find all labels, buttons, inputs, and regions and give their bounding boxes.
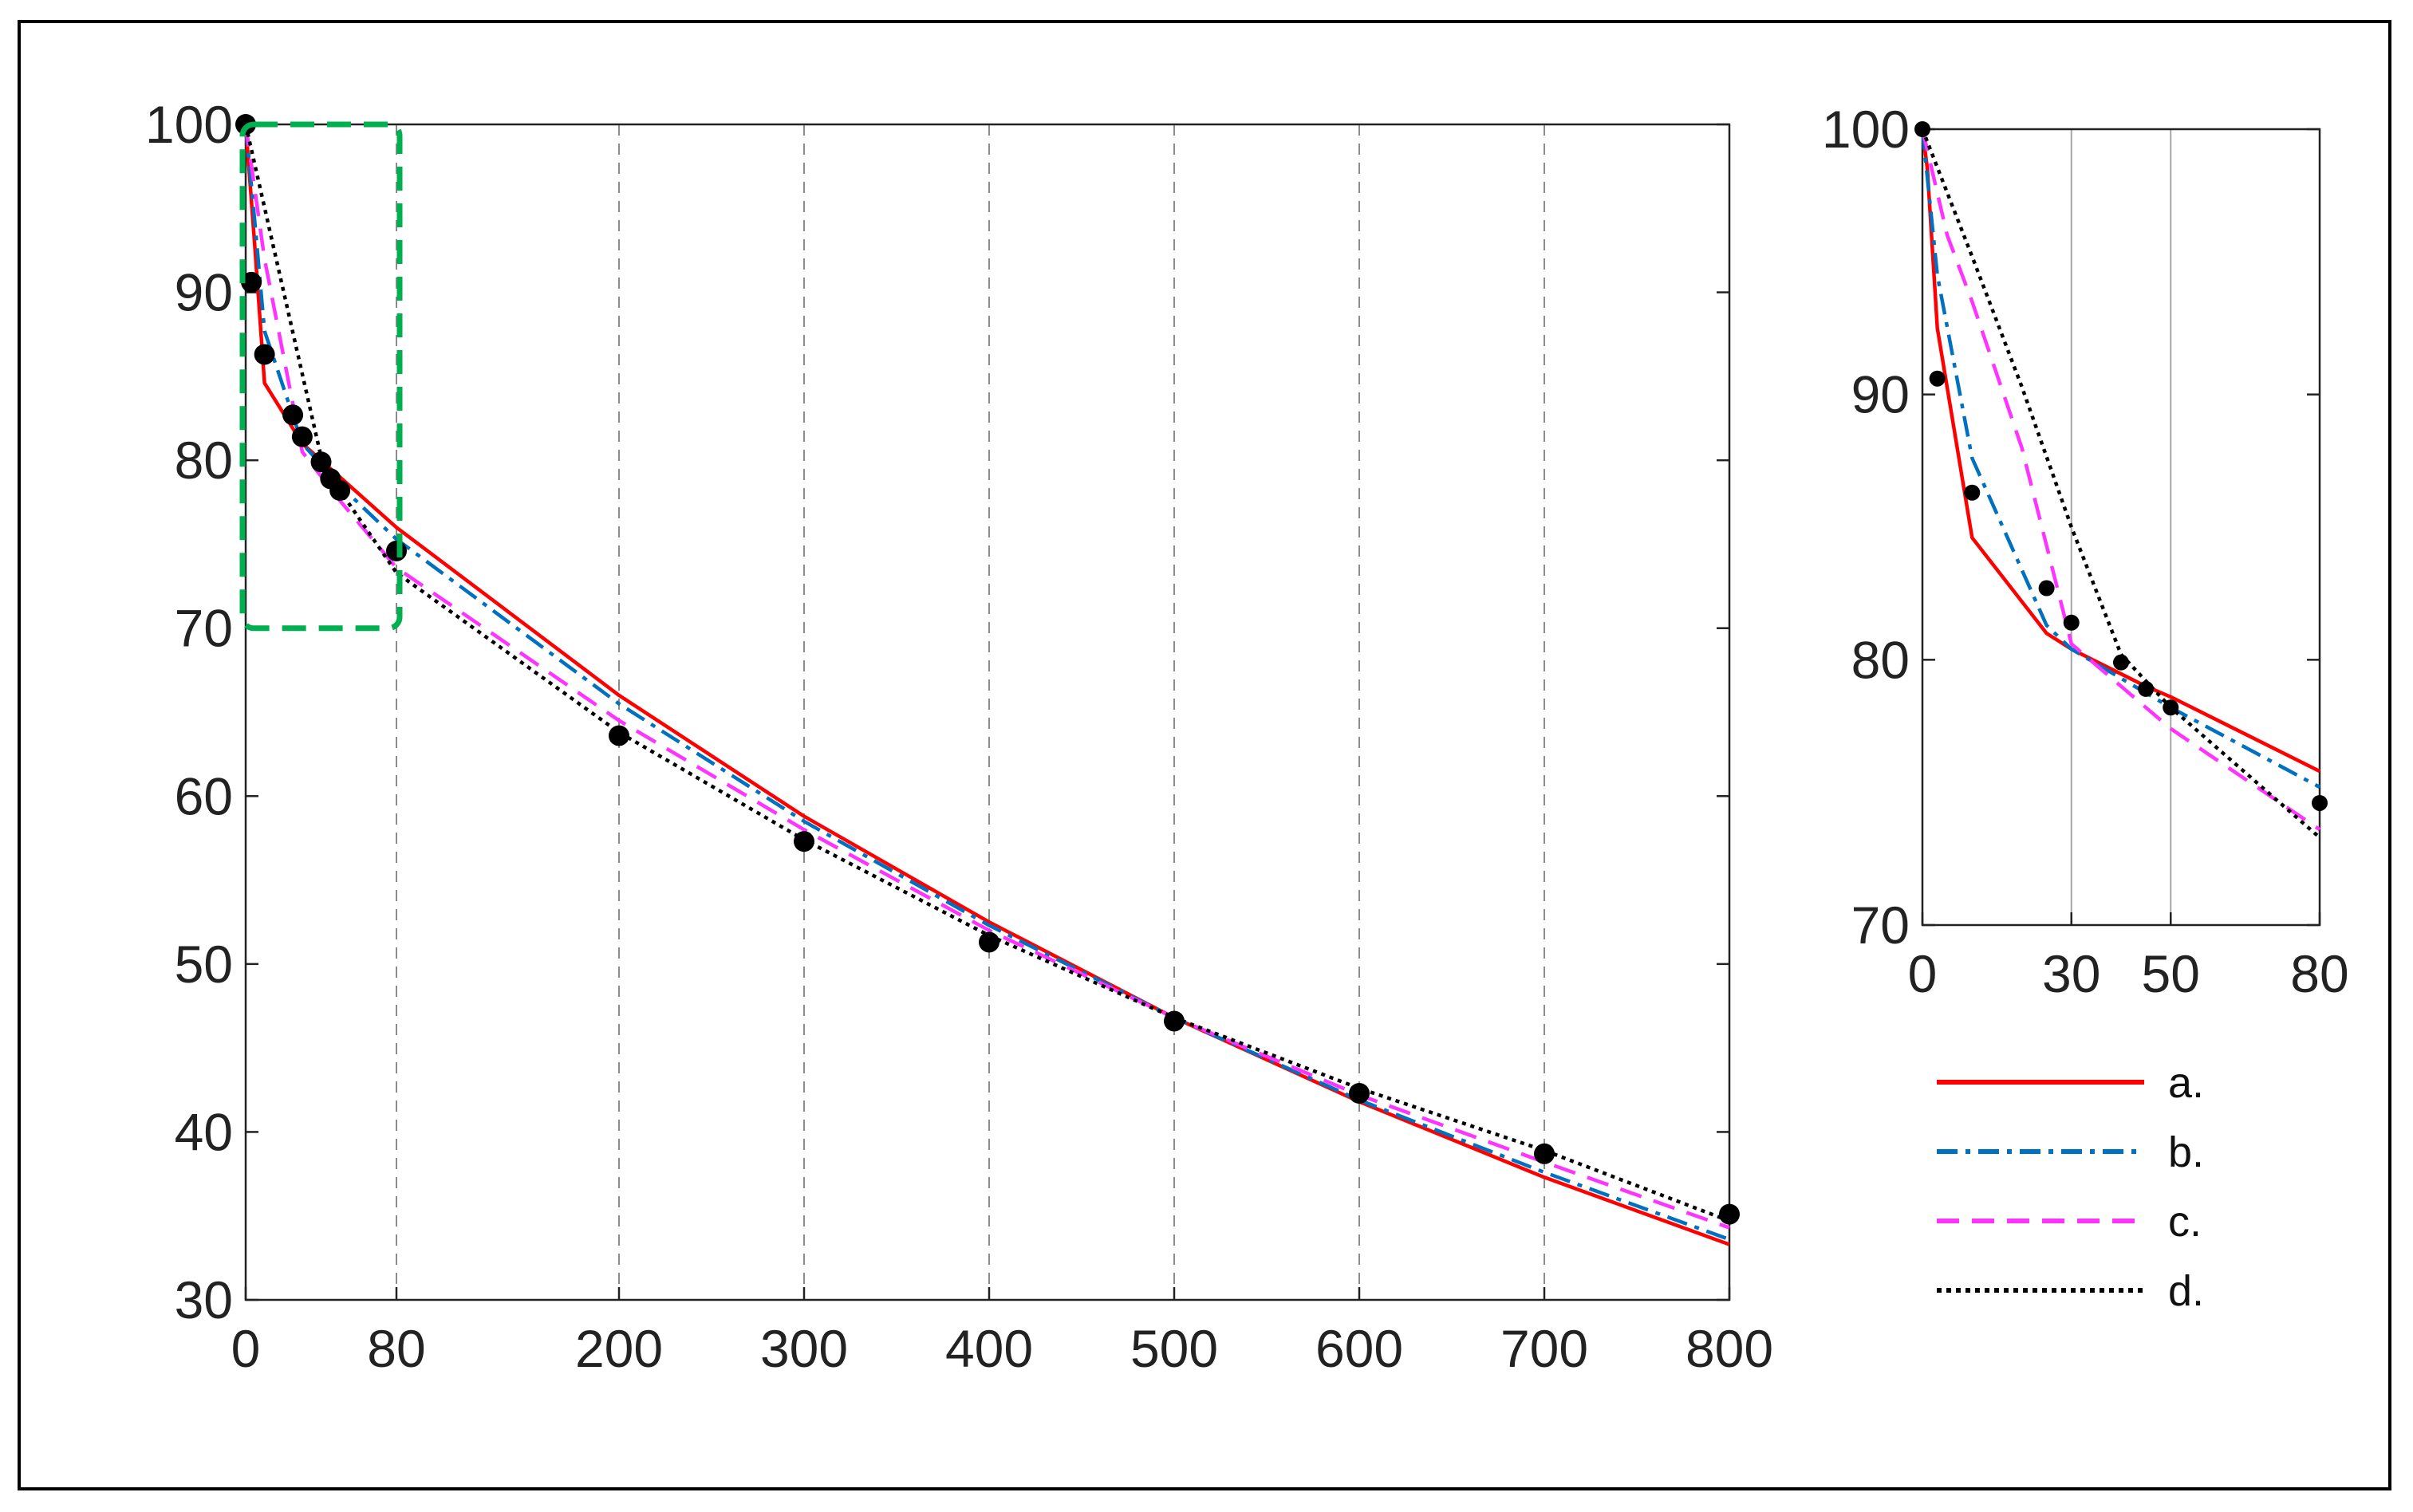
series-line-4 [243, 124, 1730, 1223]
data-point [2312, 794, 2328, 811]
data-point [1534, 1143, 1555, 1164]
axes-box [1921, 128, 2321, 927]
data-point [254, 344, 275, 365]
data-point [794, 831, 814, 852]
series-line-3 [1920, 128, 2321, 832]
series-line-1 [1920, 128, 2321, 774]
chart-panel-0: 30 40 50 60 70 80 90 100 0 80 200 300 400 500 600 700 80… [145, 95, 1773, 1378]
axes-box [244, 123, 1731, 1301]
x-tick-label: 700 [1500, 1319, 1588, 1378]
y-tick-label: 30 [175, 1270, 233, 1329]
zoom-region-box [239, 121, 403, 632]
x-tick-label: 80 [2290, 944, 2348, 1003]
data-point [2038, 580, 2055, 597]
x-tick-label: 80 [367, 1319, 425, 1378]
x-tick-label: 400 [945, 1319, 1033, 1378]
data-point [979, 931, 1000, 953]
data-point [329, 480, 351, 502]
series-line-2 [243, 124, 1730, 1242]
figure-frame [18, 20, 2391, 1490]
y-tick-label: 80 [1851, 630, 1910, 689]
data-point [282, 404, 304, 426]
data-point [241, 271, 262, 293]
x-tick-label: 800 [1686, 1319, 1773, 1378]
y-tick-label: 100 [1822, 100, 1910, 159]
x-tick-label: 0 [231, 1319, 261, 1378]
y-tick-label: 80 [175, 431, 233, 490]
data-point [609, 725, 629, 746]
legend-label: d. [2168, 1267, 2204, 1315]
x-tick-label: 30 [2042, 944, 2100, 1003]
x-tick-label: 200 [575, 1319, 663, 1378]
data-point [291, 426, 313, 447]
series-line-4 [1920, 128, 2321, 839]
y-tick-label: 90 [1851, 365, 1910, 424]
data-point [1914, 121, 1930, 137]
x-tick-label: 0 [1908, 944, 1938, 1003]
x-tick-label: 600 [1315, 1319, 1403, 1378]
y-tick-label: 90 [175, 263, 233, 322]
data-point [2063, 614, 2080, 631]
y-tick-label: 70 [1851, 896, 1910, 955]
legend-label: c. [2168, 1198, 2202, 1246]
data-point [1929, 370, 1946, 387]
data-point [310, 451, 332, 473]
y-tick-label: 60 [175, 766, 233, 825]
data-point [1964, 484, 1981, 501]
y-tick-label: 100 [145, 95, 233, 154]
y-tick-label: 50 [175, 935, 233, 994]
y-tick-label: 70 [175, 599, 233, 658]
legend: a. b. c. d. [1937, 1059, 2204, 1315]
legend-label: a. [2168, 1059, 2204, 1107]
y-tick-label: 40 [175, 1102, 233, 1161]
x-tick-label: 300 [760, 1319, 848, 1378]
data-point [1349, 1082, 1370, 1104]
x-tick-label: 50 [2142, 944, 2200, 1003]
data-point [2138, 680, 2155, 697]
legend-label: b. [2168, 1128, 2204, 1176]
x-tick-label: 500 [1130, 1319, 1218, 1378]
data-point [2113, 654, 2129, 671]
data-point [2163, 699, 2179, 716]
data-point [1719, 1203, 1740, 1225]
chart-panel-1: 70 80 90 100 0 30 50 80 [1822, 100, 2349, 1003]
series-line-1 [243, 124, 1730, 1246]
series-line-3 [243, 124, 1730, 1230]
data-point [1164, 1010, 1185, 1032]
data-point [386, 540, 407, 561]
